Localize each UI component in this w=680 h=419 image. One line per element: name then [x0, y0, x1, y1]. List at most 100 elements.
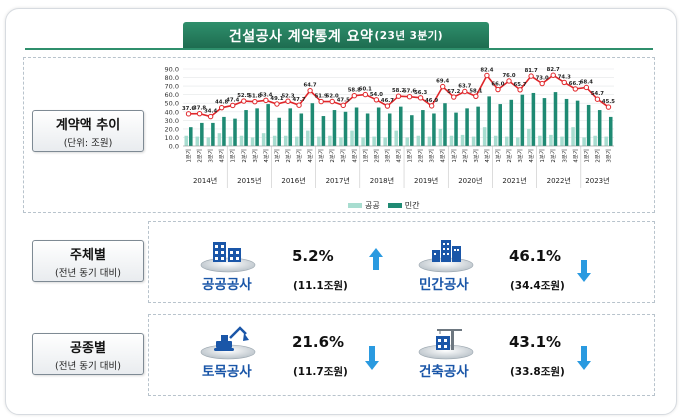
private-bar: [189, 127, 193, 146]
public-bar: [560, 136, 564, 146]
x-tick-label: 2분기: [505, 149, 513, 163]
trend-label-main: 계약액 추이: [55, 117, 121, 133]
value-label: 51.9: [315, 94, 328, 100]
y-tick-label: 80.0: [165, 74, 179, 82]
line-point: [594, 96, 601, 102]
public-name: 공공공사: [202, 277, 252, 293]
year-label: 2020년: [458, 176, 482, 185]
value-label: 81.7: [525, 68, 538, 74]
line-point: [285, 98, 291, 104]
value-label: 65.7: [514, 82, 527, 88]
public-bar: [416, 135, 421, 146]
private-bar: [410, 115, 414, 146]
line-point: [417, 95, 424, 101]
legend-public-label: 공공: [365, 201, 380, 210]
line-point: [517, 87, 523, 93]
private-bar: [376, 107, 381, 146]
civil-pct: 21.6%: [292, 333, 345, 351]
private-bar: [244, 110, 248, 146]
value-label: 37.8: [193, 106, 206, 112]
x-tick-label: 4분기: [218, 149, 226, 163]
line-point: [506, 78, 512, 84]
x-tick-label: 4분기: [483, 149, 491, 163]
public-bar: [527, 128, 531, 146]
private-bar: [542, 98, 547, 146]
line-point: [340, 102, 346, 109]
private-bar: [553, 92, 558, 146]
public-bar: [239, 135, 244, 146]
public-bar: [471, 136, 476, 146]
line-point: [395, 93, 402, 99]
value-label: 82.4: [480, 68, 493, 74]
architecture-name: 건축공사: [419, 364, 469, 380]
public-bar: [449, 135, 454, 146]
value-label: 47.4: [226, 97, 239, 103]
x-tick-label: 2분기: [240, 149, 248, 163]
value-label: 54.0: [370, 92, 383, 98]
x-tick-label: 1분기: [450, 149, 458, 163]
private-bar: [531, 92, 536, 146]
y-tick-label: 60.0: [165, 91, 179, 99]
line-point: [440, 83, 446, 90]
value-label: 58.8: [348, 88, 361, 94]
x-tick-label: 2분기: [461, 149, 469, 163]
y-tick-label: 70.0: [165, 83, 179, 91]
year-label: 2016년: [281, 176, 305, 185]
value-label: 66.7: [569, 81, 582, 87]
public-bar: [460, 134, 465, 146]
line-point: [230, 102, 236, 109]
public-bar: [339, 137, 343, 146]
value-label: 57.6: [403, 89, 416, 95]
private-bar: [608, 116, 613, 146]
value-label: 64.7: [304, 83, 317, 89]
work-label-main: 공종별: [70, 340, 106, 356]
x-tick-label: 4분기: [439, 149, 447, 163]
line-point: [207, 113, 214, 120]
private-bar: [564, 98, 569, 146]
line-point: [307, 87, 313, 94]
x-tick-label: 1분기: [406, 149, 414, 163]
private-amount: (34.4조원): [510, 280, 565, 292]
value-label: 34.4: [204, 109, 217, 115]
year-label: 2022년: [547, 176, 571, 185]
architecture-pct: 43.1%: [509, 333, 562, 351]
private-bar: [288, 108, 293, 146]
line-point: [318, 98, 324, 105]
line-point: [550, 72, 556, 78]
x-tick-label: 3분기: [428, 149, 436, 163]
value-label: 52.5: [237, 93, 250, 99]
x-tick-label: 3분기: [207, 149, 215, 163]
value-label: 46.7: [381, 98, 394, 104]
value-label: 60.1: [359, 87, 372, 93]
x-tick-label: 4분기: [395, 149, 403, 163]
private-bar: [233, 118, 237, 146]
private-name: 민간공사: [419, 277, 469, 293]
title-sub: (23년 3분기): [374, 30, 444, 42]
private-bar: [487, 96, 491, 146]
architecture-amount: (33.8조원): [510, 366, 565, 378]
private-bar: [509, 99, 514, 146]
x-tick-label: 3분기: [472, 149, 480, 163]
private-bar: [432, 113, 436, 146]
value-label: 53.4: [259, 92, 272, 98]
public-bar: [361, 137, 365, 146]
contract-trend-chart: 0.010.020.030.040.050.060.070.080.090.0 …: [165, 66, 615, 188]
value-label: 76.0: [502, 73, 515, 79]
public-bar: [328, 135, 332, 146]
line-point: [384, 103, 391, 109]
x-tick-label: 4분기: [306, 149, 314, 163]
y-tick-label: 0.0: [169, 143, 179, 151]
value-label: 49.1: [270, 96, 283, 102]
private-bar: [476, 106, 480, 146]
x-tick-label: 2분기: [372, 149, 380, 163]
private-bar: [421, 110, 425, 146]
line-point: [451, 94, 457, 100]
private-bar: [399, 106, 403, 146]
value-label: 54.7: [591, 91, 604, 97]
x-tick-label: 4분기: [571, 149, 579, 163]
value-label: 52.0: [326, 94, 339, 100]
value-label: 44.8: [215, 100, 228, 106]
private-bar: [520, 94, 525, 146]
year-label: 2019년: [414, 176, 438, 185]
line-point: [495, 86, 501, 93]
